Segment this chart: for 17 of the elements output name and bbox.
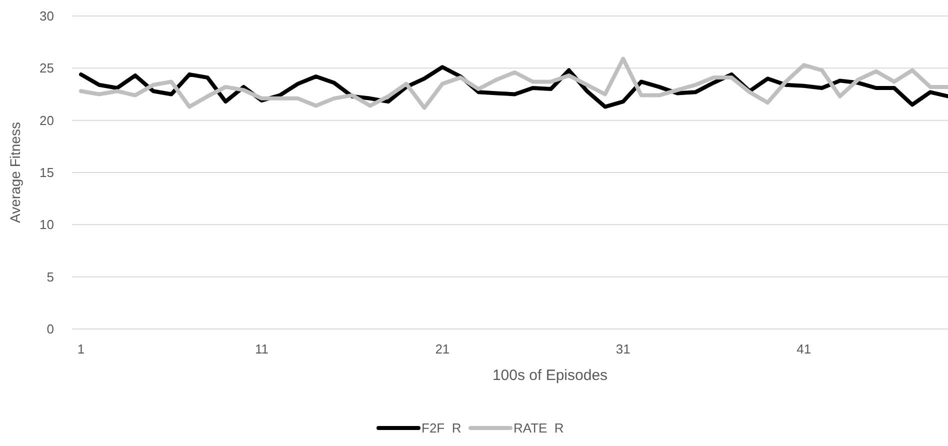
y-tick-label: 25 xyxy=(40,60,54,76)
x-axis-title: 100s of Episodes xyxy=(492,367,608,384)
line-series xyxy=(79,56,948,110)
legend-label: RATE R xyxy=(514,420,564,436)
y-tick-label: 30 xyxy=(40,8,54,24)
x-tick-label: 31 xyxy=(616,342,630,357)
y-tick-label: 5 xyxy=(46,269,54,284)
x-tick-label: 21 xyxy=(435,342,450,357)
x-tick-label: 11 xyxy=(254,342,268,357)
y-tick-label: 10 xyxy=(40,217,54,232)
x-tick-label: 41 xyxy=(796,342,812,357)
y-axis-title: Average Fitness xyxy=(7,122,23,223)
y-tick-label: 20 xyxy=(40,112,54,128)
legend-label: F2F R xyxy=(422,420,462,436)
x-tick-label: 1 xyxy=(77,342,85,357)
y-tick-label: 0 xyxy=(46,322,54,337)
y-tick-label: 15 xyxy=(40,165,54,180)
